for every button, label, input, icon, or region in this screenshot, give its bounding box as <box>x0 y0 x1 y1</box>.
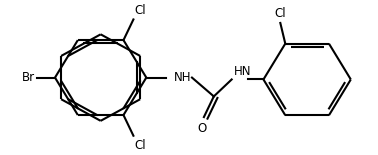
Text: Cl: Cl <box>274 7 286 20</box>
Text: HN: HN <box>234 65 251 78</box>
Text: O: O <box>197 122 206 135</box>
Text: Cl: Cl <box>135 4 146 17</box>
Text: Cl: Cl <box>135 139 146 152</box>
Text: Br: Br <box>22 71 35 84</box>
Text: NH: NH <box>174 71 192 84</box>
